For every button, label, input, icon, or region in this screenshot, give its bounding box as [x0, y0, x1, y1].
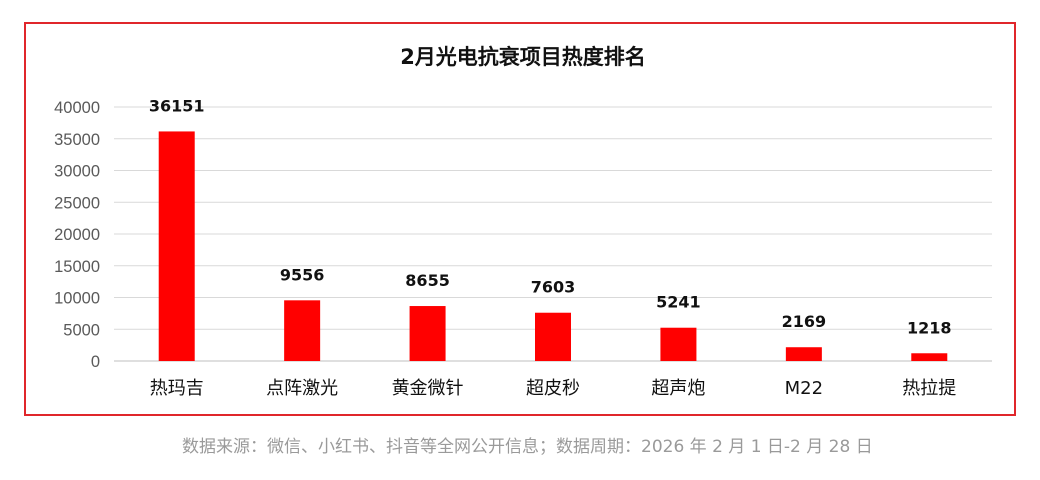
data-label: 8655 [405, 271, 450, 290]
y-tick-label: 35000 [54, 131, 100, 149]
y-tick-label: 30000 [54, 163, 100, 181]
data-label: 7603 [531, 278, 576, 297]
data-label: 2169 [782, 312, 827, 331]
bar [284, 300, 321, 361]
bar [911, 353, 948, 361]
x-tick-label: M22 [785, 378, 823, 399]
y-tick-label: 10000 [54, 290, 100, 308]
y-axis-ticks: 0 5000 10000 15000 20000 25000 30000 35000 40000 [54, 99, 100, 371]
data-labels: 36151 9556 8655 7603 5241 2169 1218 [149, 96, 952, 337]
x-tick-label: 超皮秒 [526, 378, 580, 399]
x-tick-label: 热玛吉 [150, 378, 204, 399]
bar [535, 312, 571, 361]
x-tick-label: 超声炮 [651, 378, 705, 399]
data-label: 36151 [149, 96, 205, 115]
y-tick-label: 40000 [54, 99, 100, 117]
data-label: 5241 [656, 293, 701, 312]
y-tick-label: 25000 [54, 194, 100, 212]
x-tick-label: 黄金微针 [392, 378, 464, 399]
y-tick-label: 15000 [54, 258, 100, 276]
x-tick-label: 点阵激光 [266, 378, 338, 399]
y-tick-label: 20000 [54, 226, 100, 244]
chart-title: 2月光电抗衰项目热度排名 [400, 45, 646, 69]
grid-lines [114, 106, 992, 362]
y-tick-label: 0 [91, 353, 100, 371]
x-axis-ticks: 热玛吉 点阵激光 黄金微针 超皮秒 超声炮 M22 热拉提 [150, 378, 957, 399]
x-tick-label: 热拉提 [902, 378, 956, 399]
bar [660, 327, 697, 361]
bar [158, 131, 195, 361]
bar [409, 306, 446, 361]
bars [158, 131, 948, 361]
y-tick-label: 5000 [63, 321, 100, 339]
chart-frame: 2月光电抗衰项目热度排名 0 5000 10000 15000 20000 25000 30… [24, 22, 1016, 416]
data-label: 9556 [280, 265, 325, 284]
bar-chart: 2月光电抗衰项目热度排名 0 5000 10000 15000 20000 25000 30… [54, 45, 992, 399]
bar [785, 347, 822, 361]
data-label: 1218 [907, 318, 952, 337]
source-note: 数据来源：微信、小红书、抖音等全网公开信息；数据周期：2026 年 2 月 1 … [182, 437, 873, 457]
